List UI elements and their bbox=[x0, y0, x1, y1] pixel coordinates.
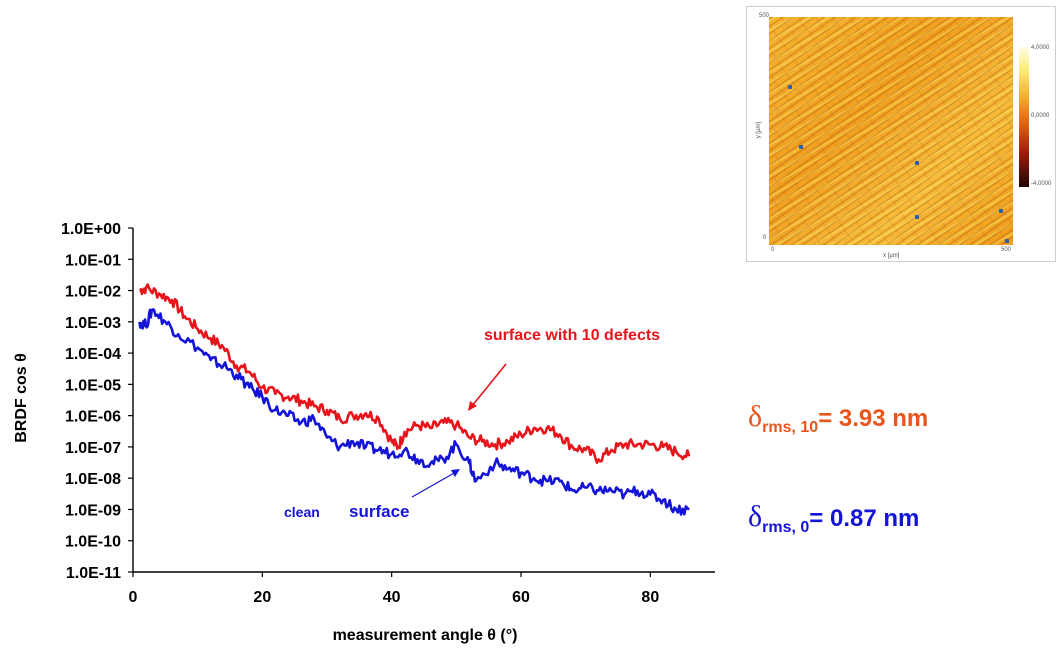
x-axis-title: measurement angle θ (°) bbox=[333, 627, 518, 644]
y-tick-label: 1.0E-09 bbox=[65, 502, 121, 519]
afm-color-scale bbox=[1019, 47, 1029, 187]
y-tick-label: 1.0E-03 bbox=[65, 315, 121, 332]
y-tick-label: 1.0E-02 bbox=[65, 284, 121, 301]
y-tick-label: 1.0E-11 bbox=[66, 565, 121, 582]
afm-height-image bbox=[769, 17, 1013, 245]
y-tick-label: 1.0E-10 bbox=[65, 534, 121, 551]
clean-arrow bbox=[411, 469, 460, 498]
rms-clean-delta: δ bbox=[748, 500, 763, 533]
afm-y-bottom: 0 bbox=[763, 235, 767, 241]
rms-clean-value: = 0.87 nm bbox=[809, 505, 920, 532]
afm-defect-marker bbox=[1005, 239, 1009, 243]
defects-annotation: surface with 10 defects bbox=[484, 327, 660, 344]
afm-surface-map: 500 0 0 500 x [µm] y [µm] 4,0000 0,0000 … bbox=[746, 6, 1056, 262]
defects-arrow bbox=[468, 363, 507, 411]
rms-defects-value: = 3.93 nm bbox=[818, 405, 929, 432]
surface-annotation-label: surface bbox=[349, 502, 409, 521]
y-tick-label: 1.0E-06 bbox=[65, 409, 121, 426]
rms-defects-delta: δ bbox=[748, 400, 763, 433]
afm-scale-max: 4,0000 bbox=[1031, 45, 1050, 51]
clean-annotation-label: clean bbox=[284, 504, 320, 520]
x-tick-label: 40 bbox=[383, 589, 401, 606]
afm-x-right: 500 bbox=[1001, 247, 1012, 253]
x-tick-label: 20 bbox=[253, 589, 271, 606]
chart-series bbox=[138, 283, 691, 516]
y-tick-label: 1.0E-08 bbox=[65, 471, 121, 488]
afm-y-top: 500 bbox=[759, 13, 770, 19]
afm-scale-min: -4,0000 bbox=[1031, 181, 1052, 187]
afm-defect-marker bbox=[799, 145, 803, 149]
afm-defect-marker bbox=[915, 161, 919, 165]
x-tick-label: 80 bbox=[641, 589, 659, 606]
y-tick-label: 1.0E-01 bbox=[65, 252, 121, 269]
clean-series-line bbox=[138, 308, 690, 516]
chart-axes bbox=[132, 228, 715, 573]
y-tick-label: 1.0E-05 bbox=[65, 377, 121, 394]
rms-defects-label: δrms, 10= 3.93 nm bbox=[748, 400, 929, 436]
rms-clean-label: δrms, 0= 0.87 nm bbox=[748, 500, 920, 536]
afm-y-label: y [µm] bbox=[756, 121, 763, 139]
afm-defect-marker bbox=[788, 85, 792, 89]
x-tick-label: 0 bbox=[129, 589, 138, 606]
defects-series-line bbox=[139, 283, 691, 464]
afm-x-label: x [µm] bbox=[883, 253, 900, 259]
y-tick-label: 1.0E+00 bbox=[61, 221, 121, 238]
afm-scale-mid: 0,0000 bbox=[1031, 113, 1050, 119]
afm-defect-marker bbox=[915, 215, 919, 219]
y-tick-label: 1.0E-04 bbox=[65, 346, 121, 363]
rms-clean-sub: rms, 0 bbox=[762, 519, 810, 536]
chart-ticks: 1.0E+00 1.0E-01 1.0E-02 1.0E-03 1.0E-04 1.0E-… bbox=[61, 221, 659, 606]
x-tick-label: 60 bbox=[512, 589, 530, 606]
y-axis-title: BRDF cos θ bbox=[13, 353, 30, 443]
afm-defect-marker bbox=[999, 209, 1003, 213]
afm-x-left: 0 bbox=[771, 247, 775, 253]
rms-defects-sub: rms, 10 bbox=[762, 419, 819, 436]
y-tick-label: 1.0E-07 bbox=[65, 440, 121, 457]
